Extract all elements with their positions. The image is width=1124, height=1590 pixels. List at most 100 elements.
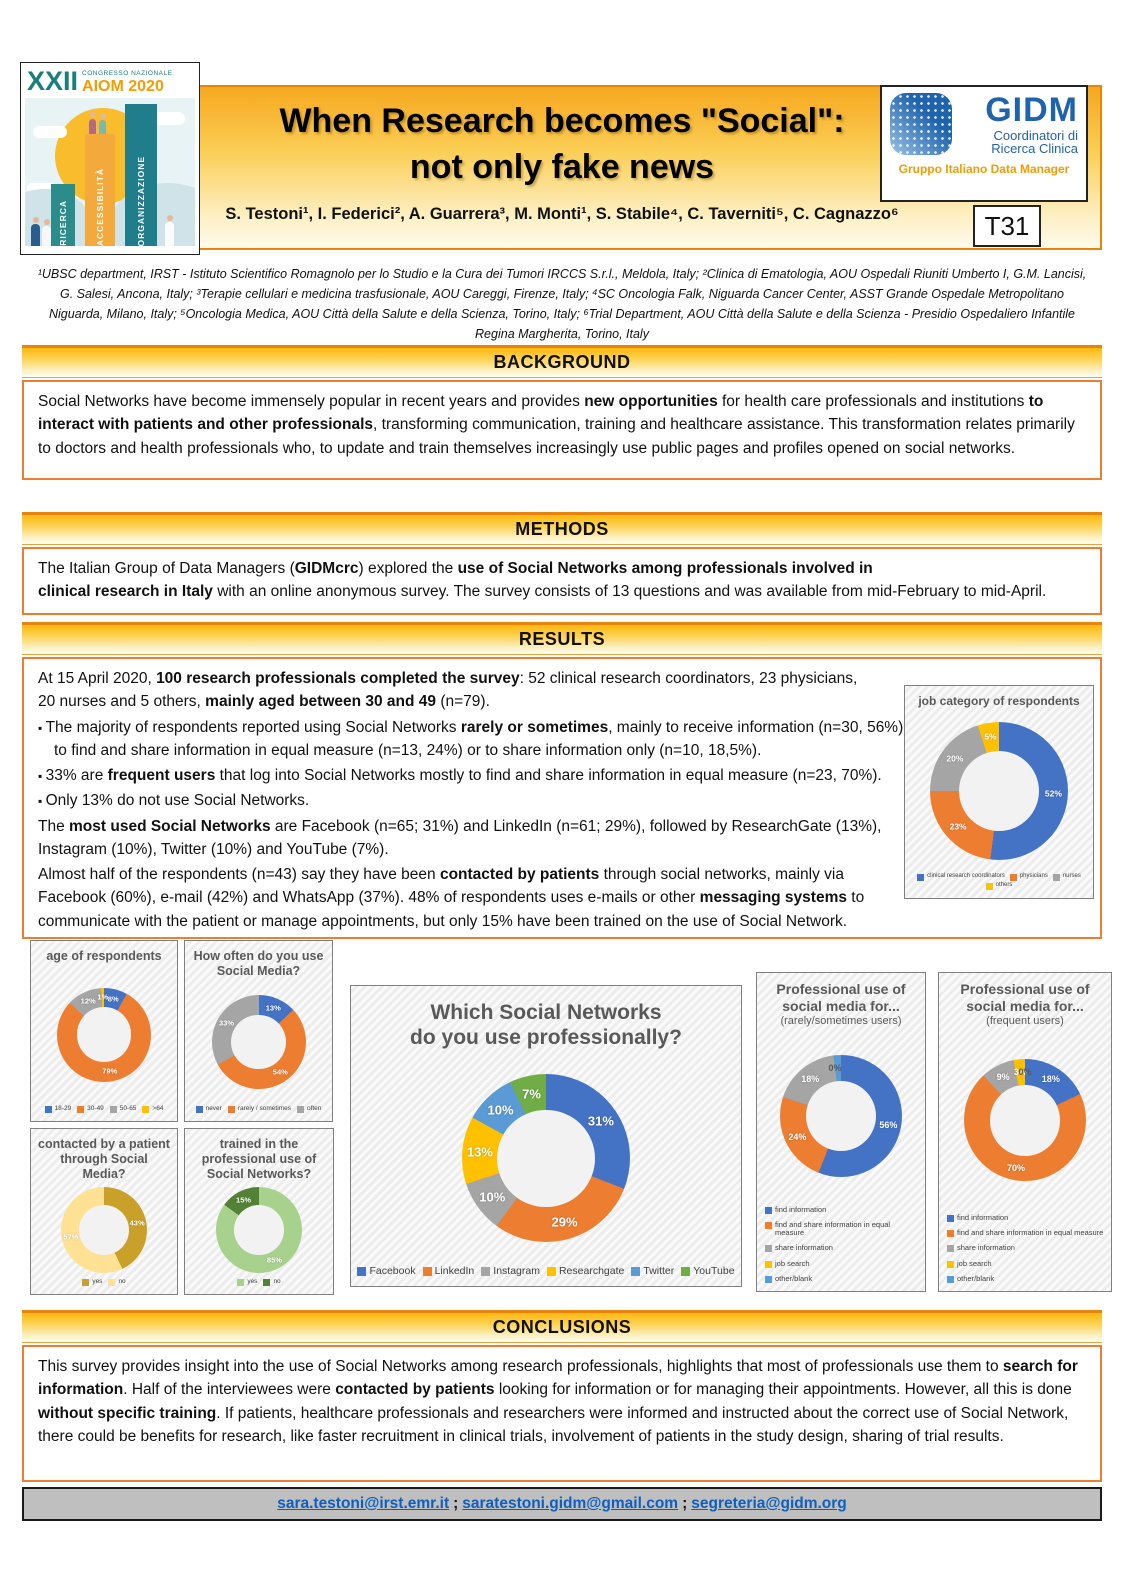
email-link[interactable]: saratestoni.gidm@gmail.com (462, 1495, 679, 1512)
legend-label: yes (92, 1278, 103, 1285)
aiom-congress-name: AIOM 2020 (82, 77, 164, 95)
legend-label: 50-65 (119, 1105, 137, 1112)
legend-item: YouTube (681, 1266, 735, 1278)
conclusions-section-header: CONCLUSIONS (22, 1310, 1102, 1343)
legend-swatch (422, 1267, 432, 1277)
legend-swatch (1052, 873, 1060, 881)
legend-swatch (296, 1106, 304, 1113)
email-link[interactable]: segreteria@gidm.org (691, 1495, 847, 1512)
legend-swatch (947, 1275, 954, 1283)
legend-item: often (296, 1105, 321, 1113)
slice-label: 54% (272, 1067, 288, 1077)
authors-line: S. Testoni¹, I. Federici², A. Guarrera³,… (225, 204, 899, 223)
results-paragraph: The most used Social Networks are Facebo… (38, 817, 882, 858)
legend-label: clinical research coordinators (927, 872, 1005, 879)
person-figure (31, 217, 40, 246)
person-figure (165, 215, 174, 246)
legend-swatch (195, 1106, 203, 1113)
professional-use-frequent-legend: find information find and share informati… (943, 1213, 1107, 1283)
legend-swatch (985, 882, 993, 890)
background-text: Social Networks have become immensely po… (22, 380, 1102, 480)
email-link[interactable]: sara.testoni@irst.emr.it (277, 1495, 450, 1512)
legend-label: Researchgate (558, 1265, 625, 1278)
legend-item: find information (947, 1213, 1008, 1222)
bar-label: RICERCA (58, 200, 68, 246)
legend-label: no (118, 1278, 126, 1285)
chart-trained: trained in the professional use of Socia… (184, 1128, 334, 1295)
results-text: At 15 April 2020, 100 research professio… (38, 667, 910, 933)
methods-section-header: METHODS (22, 512, 1102, 545)
results-bullet: Only 13% do not use Social Networks. (38, 789, 910, 812)
legend-swatch (765, 1221, 772, 1229)
professional-use-rarely-donut: 56% 24% 18% 0% (780, 1055, 902, 1178)
cloud-icon (27, 183, 57, 194)
chart-job-category: job category of respondents 52% 23% 20% 5% … (904, 685, 1094, 899)
legend-item: share information (947, 1243, 1015, 1253)
contacted-legend: yes no (82, 1278, 126, 1286)
donut-hole (76, 1007, 132, 1062)
bar-ricerca: RICERCA (51, 184, 75, 246)
chart-professional-use-frequent: Professional use of social media for... … (938, 972, 1112, 1292)
bar-label: ORGANIZZAZIONE (136, 155, 146, 247)
legend-label: find information (775, 1204, 827, 1214)
aiom-congress-label: CONGRESSO NAZIONALE (82, 70, 173, 77)
legend-swatch (765, 1245, 772, 1253)
legend-label: physicians (1019, 872, 1048, 879)
legend-item: rarely / sometimes (227, 1105, 291, 1113)
poster-title-line1: When Research becomes "Social": (279, 102, 845, 140)
slice-label: 57% (63, 1232, 79, 1242)
professional-use-frequent-donut: 18% 70% 9% 3% 0% (964, 1059, 1086, 1182)
legend-item: find information (765, 1204, 827, 1214)
chart-title: contacted by a patient through Social Me… (38, 1137, 170, 1181)
legend-swatch (765, 1206, 772, 1214)
legend-label: others (995, 881, 1013, 888)
contacted-donut: 43% 57% (61, 1187, 147, 1273)
slice-label: 33% (219, 1018, 235, 1028)
legend-swatch (1009, 873, 1017, 881)
poster-code-badge: T31 (973, 205, 1041, 247)
legend-item: never (195, 1105, 222, 1113)
slice-label: 15% (236, 1195, 252, 1205)
chart-contacted: contacted by a patient through Social Me… (30, 1128, 178, 1295)
slice-label: 43% (129, 1218, 145, 1228)
legend-item: yes (82, 1278, 102, 1286)
section-title: METHODS (515, 519, 609, 539)
legend-item: share information (765, 1243, 833, 1253)
legend-item: find and share information in equal meas… (947, 1228, 1103, 1237)
gidm-subtitle-line2: Ricerca Clinica (991, 141, 1078, 157)
legend-label: other/blank (775, 1273, 813, 1283)
legend-item: nurses (1052, 873, 1081, 881)
results-bullet: The majority of respondents reported usi… (38, 716, 910, 763)
chart-title: Professional use of social media for... (776, 981, 906, 1014)
legend-item: clinical research coordinators (917, 873, 1005, 881)
legend-label: share information (775, 1243, 833, 1253)
slice-label: 18% (801, 1073, 820, 1084)
legend-label: Instagram (493, 1265, 540, 1278)
legend-swatch (546, 1267, 556, 1277)
legend-swatch (109, 1106, 117, 1113)
legend-item: Twitter (631, 1266, 674, 1278)
results-section-header: RESULTS (22, 622, 1102, 655)
legend-swatch (917, 873, 925, 881)
slice-label: 18% (1041, 1074, 1060, 1085)
slice-label: 9% (996, 1072, 1010, 1083)
legend-item: others (985, 881, 1013, 890)
slice-label: 0% (1018, 1066, 1032, 1077)
slice-label: 85% (266, 1255, 282, 1265)
donut-hole (989, 1084, 1061, 1156)
how-often-legend: never rarely / sometimes often (195, 1105, 321, 1113)
slice-label: 12% (80, 996, 96, 1006)
bar-organizzazione: ORGANIZZAZIONE (125, 104, 157, 246)
donut-hole (958, 750, 1039, 831)
slice-label: 29% (551, 1214, 578, 1230)
conclusions-text: This survey provides insight into the us… (22, 1345, 1102, 1482)
bar-accessibilita: ACCESSIBILITÀ (85, 134, 115, 246)
slice-label: 23% (949, 821, 967, 832)
which-networks-legend: Facebook LinkedIn Instagram Researchgate Twi… (357, 1265, 735, 1278)
legend-label: >64 (152, 1105, 164, 1112)
legend-label: share information (957, 1243, 1015, 1253)
legend-item: other/blank (947, 1274, 994, 1283)
job-category-legend: clinical research coordinators physicians… (911, 873, 1087, 890)
person-figure (42, 219, 51, 246)
